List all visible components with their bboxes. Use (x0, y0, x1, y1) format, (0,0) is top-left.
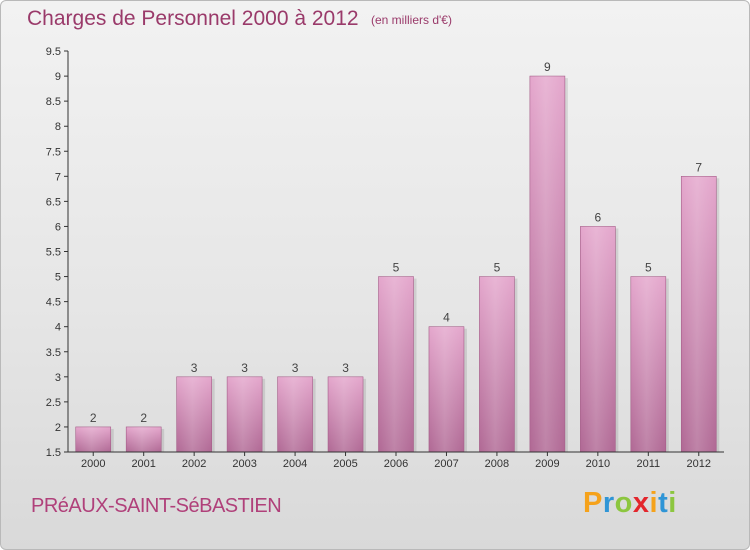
x-tick-label: 2000 (81, 458, 105, 470)
bars-layer: 2 2 3 3 3 3 5 4 5 9 6 5 7 (75, 60, 720, 453)
x-tick-label: 2001 (131, 458, 155, 470)
bar-highlight (428, 326, 464, 452)
y-tick-label: 7.5 (46, 146, 61, 158)
bar-highlight (681, 176, 717, 452)
chart-title: Charges de Personnel 2000 à 2012 (27, 7, 359, 30)
bar-highlight (580, 226, 616, 452)
x-tick-label: 2008 (485, 458, 509, 470)
bar-highlight (75, 426, 111, 452)
logo-letter: r (602, 487, 615, 519)
logo-letter: P (583, 487, 603, 519)
y-tick-label: 5 (55, 272, 61, 284)
y-tick-label: 3 (55, 372, 61, 384)
y-tick-label: 6.5 (46, 196, 61, 208)
x-tick-label: 2005 (333, 458, 357, 470)
y-tick-label: 6 (55, 221, 61, 233)
data-label: 7 (695, 160, 702, 174)
x-tick-label: 2007 (434, 458, 458, 470)
bar-highlight (126, 426, 162, 452)
data-label: 3 (292, 361, 299, 375)
logo-letter: o (614, 487, 633, 519)
bar-highlight (479, 276, 515, 452)
bar-highlight (378, 276, 414, 452)
y-tick-label: 9.5 (46, 46, 61, 58)
x-tick-label: 2003 (232, 458, 256, 470)
bar-highlight (227, 376, 263, 452)
y-tick-label: 8.5 (46, 96, 61, 108)
y-tick-label: 8 (55, 121, 61, 133)
proxiti-logo: Proxiti (583, 487, 677, 520)
data-label: 3 (191, 361, 198, 375)
data-label: 2 (90, 411, 97, 425)
data-label: 9 (544, 60, 551, 74)
data-label: 5 (645, 261, 652, 275)
y-tick-label: 4.5 (46, 297, 61, 309)
data-label: 3 (342, 361, 349, 375)
y-tick-label: 1.5 (46, 447, 61, 459)
data-label: 5 (393, 261, 400, 275)
x-tick-label: 2006 (384, 458, 408, 470)
logo-letter: i (649, 487, 659, 519)
y-tick-label: 2 (55, 422, 61, 434)
bar-highlight (277, 376, 313, 452)
logo-letter: i (668, 487, 677, 519)
bar-highlight (630, 276, 666, 452)
data-label: 3 (241, 361, 248, 375)
x-tick-label: 2009 (535, 458, 559, 470)
commune-name: PRéAUX-SAINT-SéBASTIEN (31, 495, 282, 517)
y-tick-label: 5.5 (46, 247, 61, 259)
bar-highlight (176, 376, 212, 452)
x-tick-label: 2004 (283, 458, 307, 470)
logo-letter: t (658, 487, 669, 519)
bar-highlight (529, 76, 565, 452)
data-label: 2 (140, 411, 147, 425)
logo-letter: x (632, 487, 650, 519)
data-label: 5 (494, 261, 501, 275)
x-tick-label: 2012 (687, 458, 711, 470)
y-tick-label: 3.5 (46, 347, 61, 359)
x-tick-label: 2011 (636, 458, 660, 470)
data-label: 4 (443, 311, 450, 325)
data-label: 6 (595, 210, 602, 224)
y-tick-label: 7 (55, 171, 61, 183)
axes-layer: 1.5 2 2.5 3 3.5 4 4.5 5 5.5 6 6.5 7 7.5 8 8.5 9 9.5 2000 2… (46, 46, 724, 470)
x-tick-label: 2010 (586, 458, 610, 470)
bar-highlight (328, 376, 364, 452)
y-tick-label: 9 (55, 71, 61, 83)
y-tick-label: 2.5 (46, 397, 61, 409)
y-tick-label: 4 (55, 322, 61, 334)
x-tick-label: 2002 (182, 458, 206, 470)
chart-subtitle: (en milliers d'€) (371, 13, 452, 27)
